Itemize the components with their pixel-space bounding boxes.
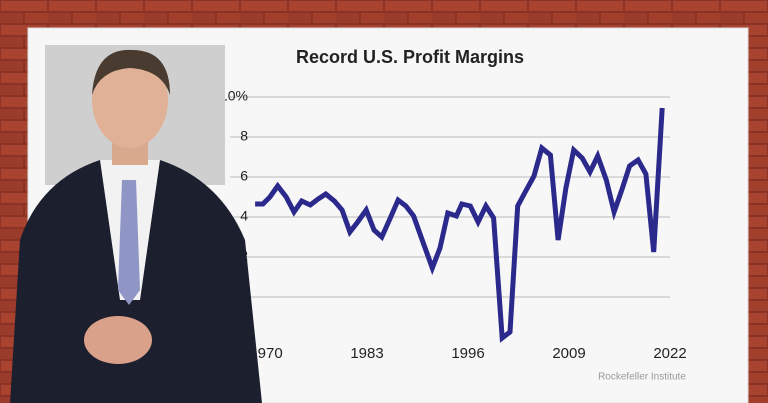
x-tick-label: 1983 <box>350 345 383 362</box>
y-tick-label: 6 <box>240 168 248 184</box>
x-tick-label: 2022 <box>653 345 686 362</box>
face <box>92 52 168 148</box>
x-tick-label: 1970 <box>249 345 282 362</box>
y-tick-label: 4 <box>240 208 248 224</box>
tie <box>118 180 140 305</box>
x-tick-label: 2009 <box>552 345 585 362</box>
hands <box>84 316 152 364</box>
chart-title: Record U.S. Profit Margins <box>296 47 524 67</box>
plot: 10%8642019701983199620092022 <box>220 88 687 362</box>
hair <box>92 49 170 95</box>
x-tick-label: 1996 <box>451 345 484 362</box>
presenter <box>10 45 262 403</box>
source: Rockefeller Institute <box>598 372 686 383</box>
data-line <box>255 107 665 343</box>
y-tick-label: 8 <box>240 128 248 144</box>
y-tick-label: 10% <box>220 88 248 104</box>
